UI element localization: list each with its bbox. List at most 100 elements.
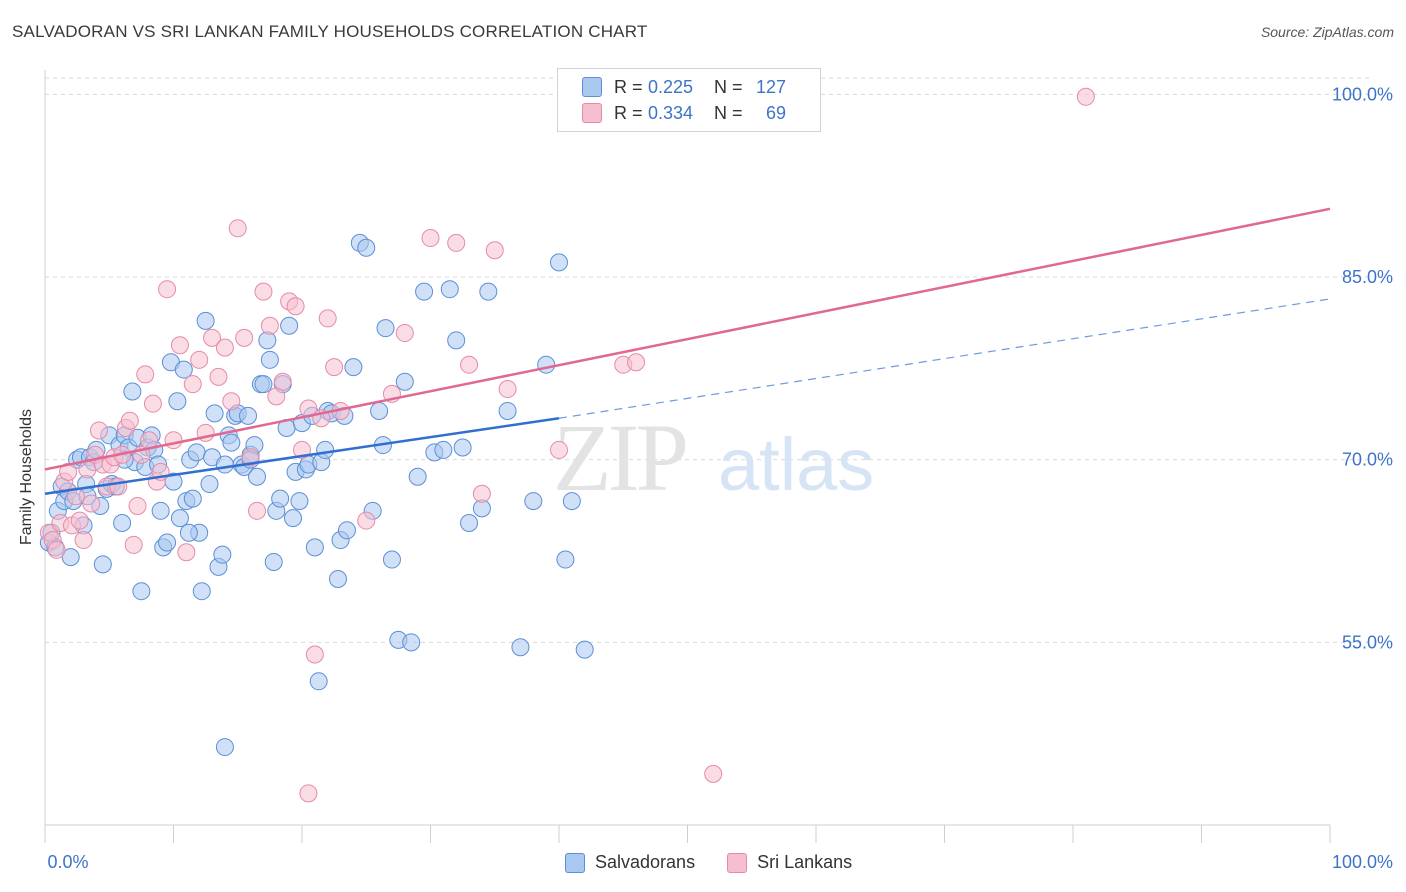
data-point-blue xyxy=(376,319,395,338)
data-point-pink xyxy=(47,540,66,559)
data-point-blue xyxy=(370,401,389,420)
data-point-blue xyxy=(575,640,594,659)
data-point-blue xyxy=(395,372,414,391)
data-point-blue xyxy=(174,360,193,379)
data-point-pink xyxy=(472,484,491,503)
legend-swatch-pink xyxy=(727,852,748,873)
legend-item-salvadorans[interactable]: Salvadorans xyxy=(565,852,695,873)
data-point-blue xyxy=(170,509,189,528)
legend-r-value: 0.334 xyxy=(648,102,694,123)
data-point-blue xyxy=(248,467,267,486)
data-point-blue xyxy=(382,550,401,569)
data-point-blue xyxy=(179,523,198,542)
data-point-blue xyxy=(258,331,277,350)
y-axis-label-wrap: Family Households xyxy=(18,324,36,545)
data-point-pink xyxy=(164,431,183,450)
data-point-blue xyxy=(309,672,328,691)
x-tick-label-min: 0.0% xyxy=(47,852,88,872)
data-point-blue xyxy=(196,311,215,330)
data-point-pink xyxy=(421,229,440,248)
data-point-pink xyxy=(190,350,209,369)
data-point-blue xyxy=(524,492,543,511)
data-point-blue xyxy=(113,514,132,532)
data-point-blue xyxy=(158,533,177,552)
data-point-blue xyxy=(440,280,459,299)
data-point-pink xyxy=(215,338,234,357)
legend-label-salvadorans: Salvadorans xyxy=(595,852,696,872)
data-point-blue xyxy=(337,521,356,540)
data-point-blue xyxy=(61,548,80,567)
y-tick-label: 100.0% xyxy=(1332,84,1393,104)
data-point-pink xyxy=(203,328,222,347)
data-point-pink xyxy=(704,764,723,783)
data-point-pink xyxy=(550,440,568,459)
data-point-pink xyxy=(74,531,93,550)
data-point-pink xyxy=(395,324,414,343)
chart-title: SALVADORAN VS SRI LANKAN FAMILY HOUSEHOL… xyxy=(12,22,648,41)
data-point-blue xyxy=(132,582,151,601)
data-point-pink xyxy=(143,394,162,413)
data-point-pink xyxy=(170,336,189,355)
legend-n-value: 127 xyxy=(755,76,786,97)
data-point-blue xyxy=(222,433,241,452)
legend-item-sri-lankans[interactable]: Sri Lankans xyxy=(727,852,852,873)
data-point-pink xyxy=(305,645,324,664)
data-point-pink xyxy=(124,535,143,554)
data-point-pink xyxy=(498,380,517,399)
data-point-blue xyxy=(498,401,517,420)
data-point-blue xyxy=(168,392,187,411)
data-point-pink xyxy=(136,365,155,384)
data-point-blue xyxy=(254,375,273,394)
legend-label-sri-lankans: Sri Lankans xyxy=(757,852,853,872)
x-tick-label-max: 100.0% xyxy=(1332,852,1393,872)
data-point-blue xyxy=(284,509,303,528)
data-point-blue xyxy=(415,282,434,301)
legend-r-label: R = xyxy=(614,76,643,97)
data-point-blue xyxy=(215,455,234,474)
trend-line-extension-blue xyxy=(558,298,1331,419)
data-point-pink xyxy=(59,462,78,481)
data-point-pink xyxy=(299,784,318,803)
data-point-blue xyxy=(434,440,453,459)
data-point-pink xyxy=(120,411,139,430)
legend-n-value: 69 xyxy=(765,102,786,123)
data-point-pink xyxy=(260,316,279,335)
data-point-pink xyxy=(235,328,254,347)
data-point-pink xyxy=(66,487,85,506)
data-point-blue xyxy=(447,331,466,350)
y-tick-label: 55.0% xyxy=(1342,632,1393,652)
series-legend: Salvadorans Sri Lankans xyxy=(565,852,884,873)
data-point-pink xyxy=(273,372,292,391)
y-tick-label: 70.0% xyxy=(1342,450,1393,470)
data-point-blue xyxy=(290,492,309,511)
data-point-pink xyxy=(357,511,376,530)
data-point-blue xyxy=(511,638,530,657)
data-point-pink xyxy=(485,241,504,260)
data-point-blue xyxy=(344,358,363,377)
legend-r-label: R = xyxy=(614,102,643,123)
watermark-atlas: atlas xyxy=(718,423,874,506)
data-point-blue xyxy=(123,382,142,401)
data-point-pink xyxy=(627,353,646,372)
data-point-blue xyxy=(328,570,347,589)
data-point-pink xyxy=(89,421,108,440)
data-point-pink xyxy=(248,501,267,520)
data-point-blue xyxy=(305,538,324,557)
data-point-blue xyxy=(453,438,472,457)
data-point-blue xyxy=(357,238,376,257)
data-point-pink xyxy=(286,297,305,316)
data-point-blue xyxy=(280,316,299,335)
legend-swatch-blue xyxy=(582,77,602,97)
data-point-blue xyxy=(479,282,498,301)
data-point-pink xyxy=(82,494,101,513)
legend-swatch-pink xyxy=(582,103,602,123)
data-point-blue xyxy=(239,406,258,425)
data-point-blue xyxy=(260,350,279,369)
data-point-blue xyxy=(316,440,335,459)
data-point-blue xyxy=(200,475,219,494)
data-point-blue xyxy=(192,582,211,601)
data-point-blue xyxy=(271,489,290,508)
trend-line-blue xyxy=(44,417,560,496)
y-tick-label: 85.0% xyxy=(1342,267,1393,287)
